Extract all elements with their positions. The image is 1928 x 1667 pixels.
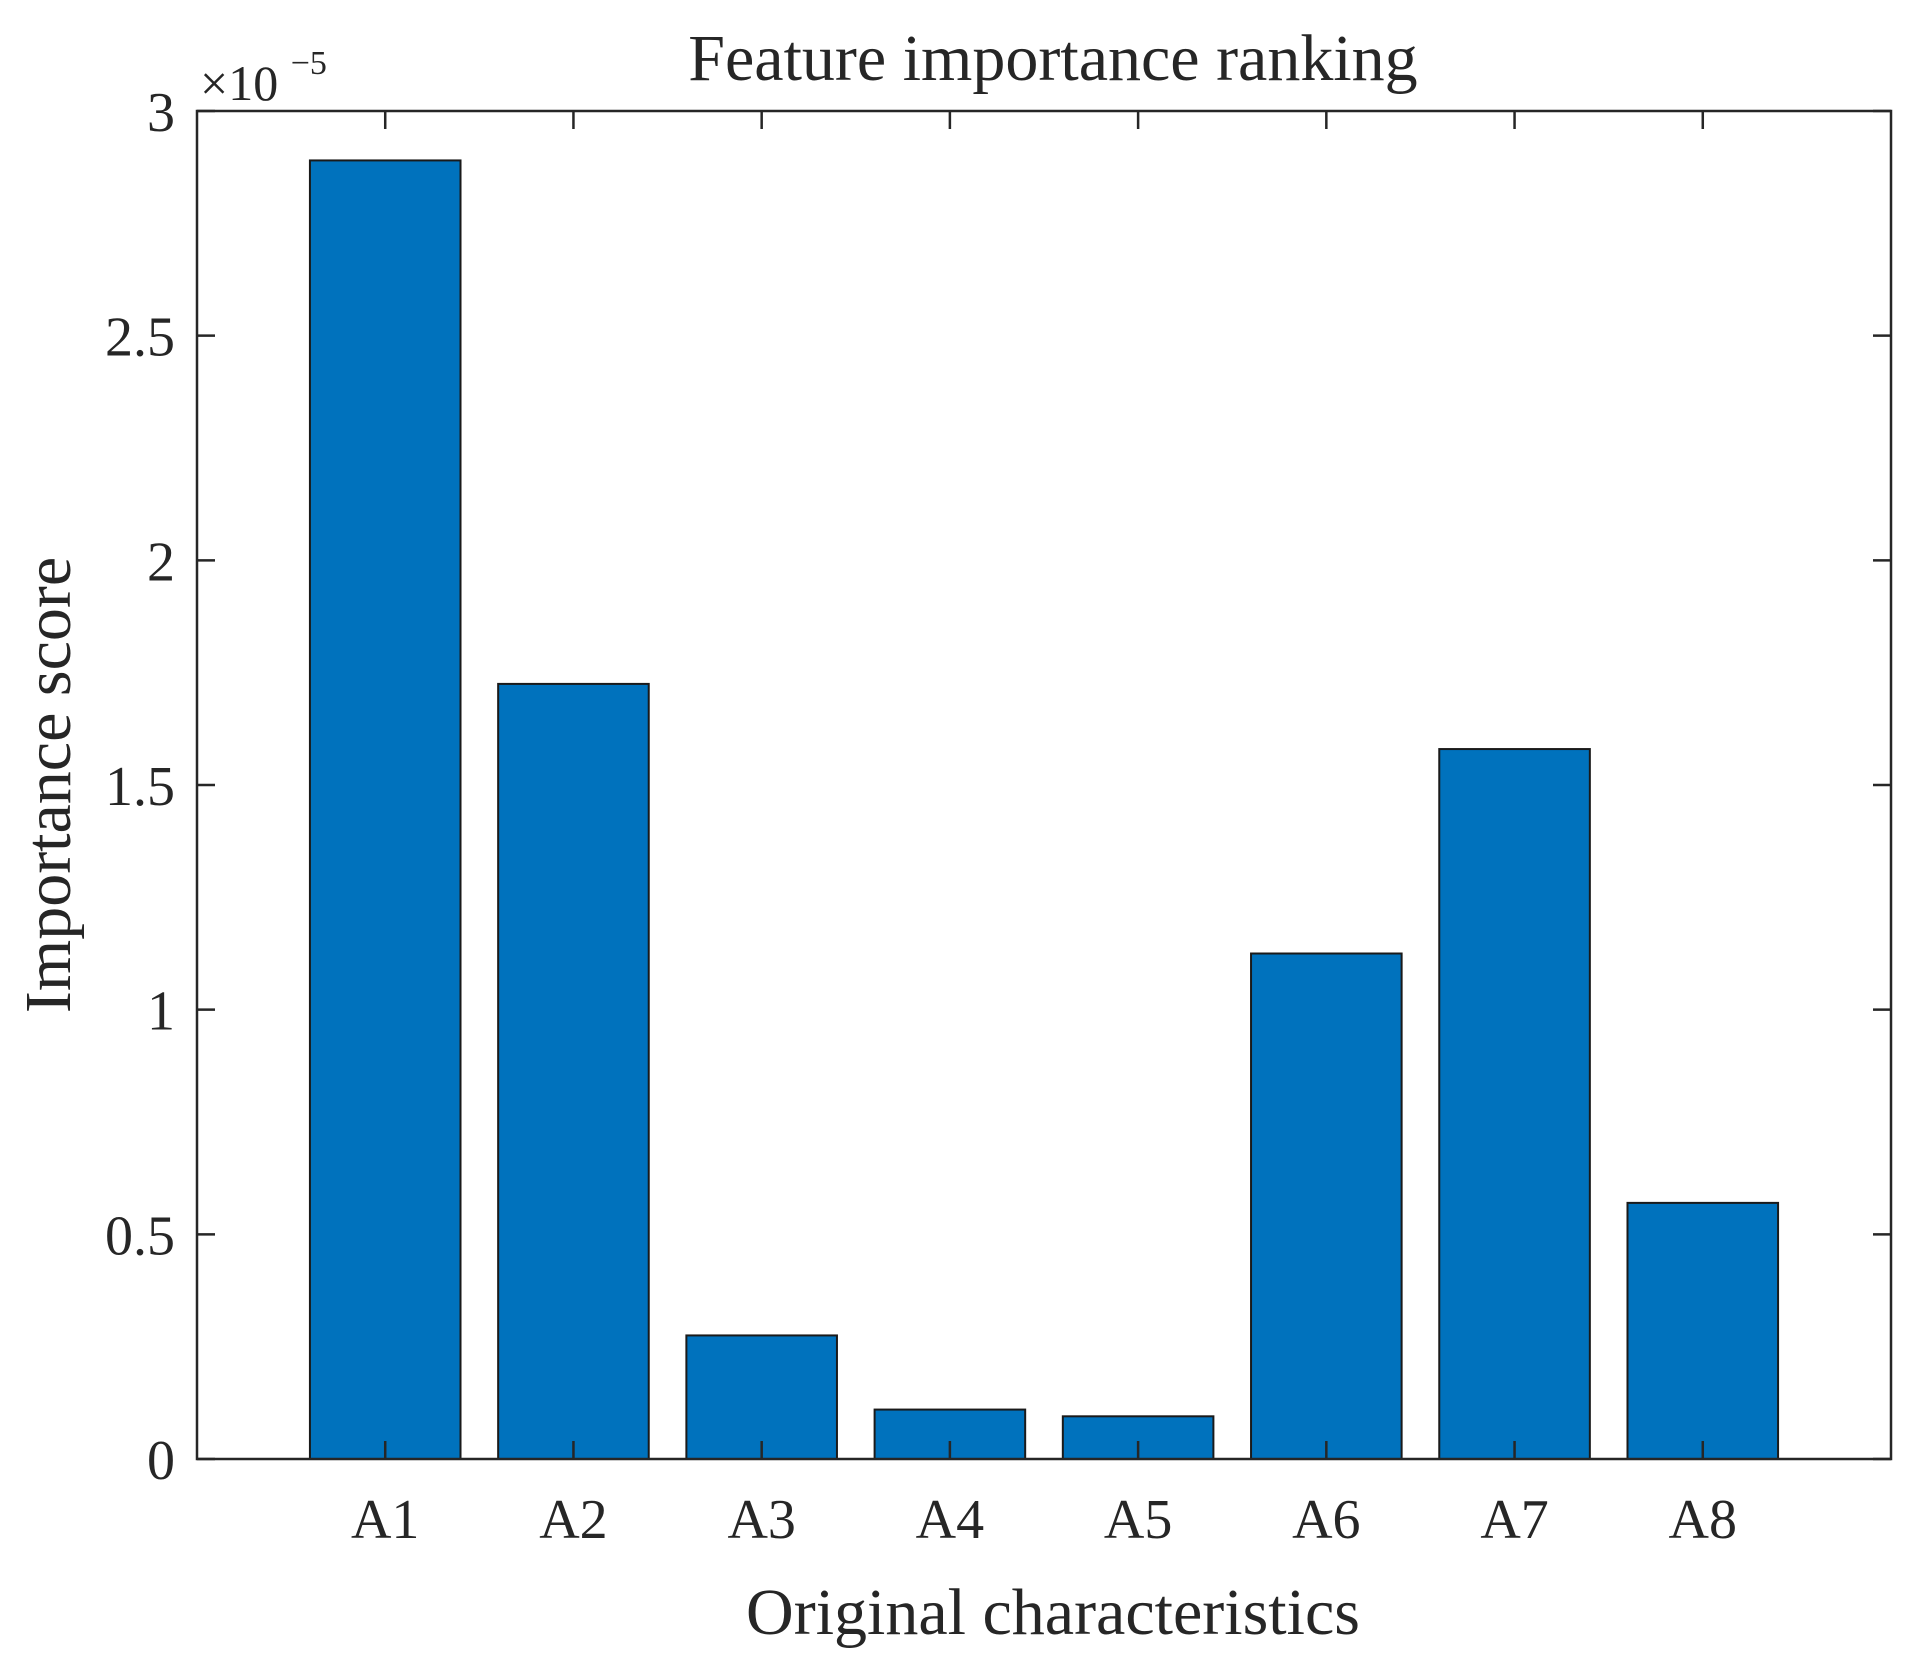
bar-A1 (308, 159, 462, 1461)
x-tick-label-A3: A3 (727, 1489, 795, 1551)
x-tick-label-A4: A4 (916, 1489, 984, 1551)
y-axis-label: Importance score (12, 557, 85, 1013)
x-tick-label-A8: A8 (1669, 1489, 1737, 1551)
bar-A2 (497, 682, 650, 1460)
y-tick-label: 1 (147, 981, 175, 1043)
chart-title: Feature importance ranking (688, 22, 1417, 95)
x-axis-label: Original characteristics (746, 1576, 1360, 1649)
x-tick-labels: A1 A2 A3 A4 A5 A6 A7 A8 (351, 1489, 1737, 1551)
y-exponent-label: ×10 −5 (200, 45, 327, 111)
x-tick-label-A2: A2 (539, 1489, 607, 1551)
x-tick-label-A6: A6 (1292, 1489, 1360, 1551)
y-tick-label: 2.5 (105, 307, 175, 369)
x-tick-label-A5: A5 (1104, 1489, 1172, 1551)
bar-A7 (1438, 748, 1591, 1460)
y-tick-labels: 0 0.5 1 1.5 2 2.5 3 (105, 82, 175, 1492)
bar-A6 (1250, 952, 1403, 1460)
x-tick-label-A1: A1 (351, 1489, 419, 1551)
x-tick-label-A7: A7 (1480, 1489, 1548, 1551)
bars-layer (308, 159, 1780, 1461)
ticks-layer (197, 109, 1891, 1461)
y-tick-label: 1.5 (105, 756, 175, 818)
bar-A3 (685, 1334, 838, 1461)
bar-A8 (1626, 1201, 1780, 1460)
y-exponent-power: −5 (291, 45, 327, 82)
y-tick-label: 3 (147, 82, 175, 144)
svg-text:×10 −5: ×10 −5 (200, 45, 327, 111)
y-exponent-base: ×10 (200, 55, 278, 111)
y-tick-label: 0.5 (105, 1205, 175, 1267)
y-tick-label: 0 (147, 1430, 175, 1492)
y-tick-label: 2 (147, 531, 175, 593)
